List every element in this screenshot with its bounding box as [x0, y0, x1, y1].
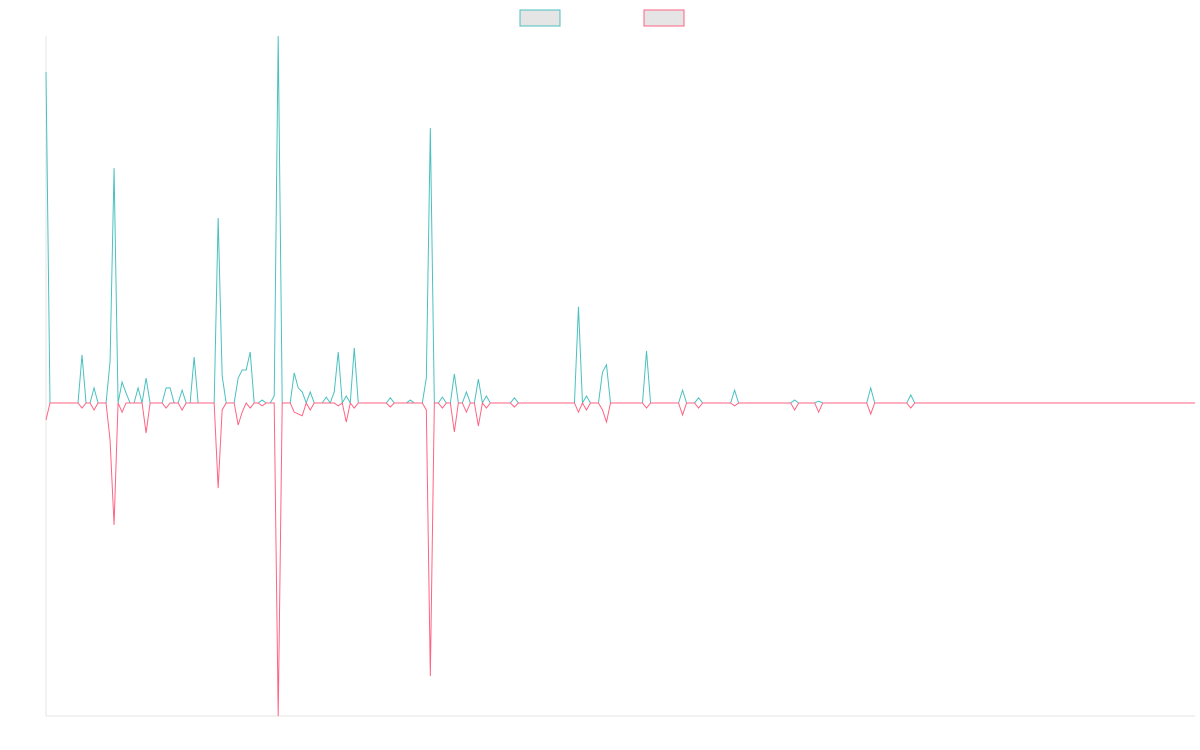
series-line: [45, 35, 1195, 405]
series-line: [45, 401, 1195, 717]
legend-swatch: [519, 9, 561, 27]
legend-swatch: [643, 9, 685, 27]
